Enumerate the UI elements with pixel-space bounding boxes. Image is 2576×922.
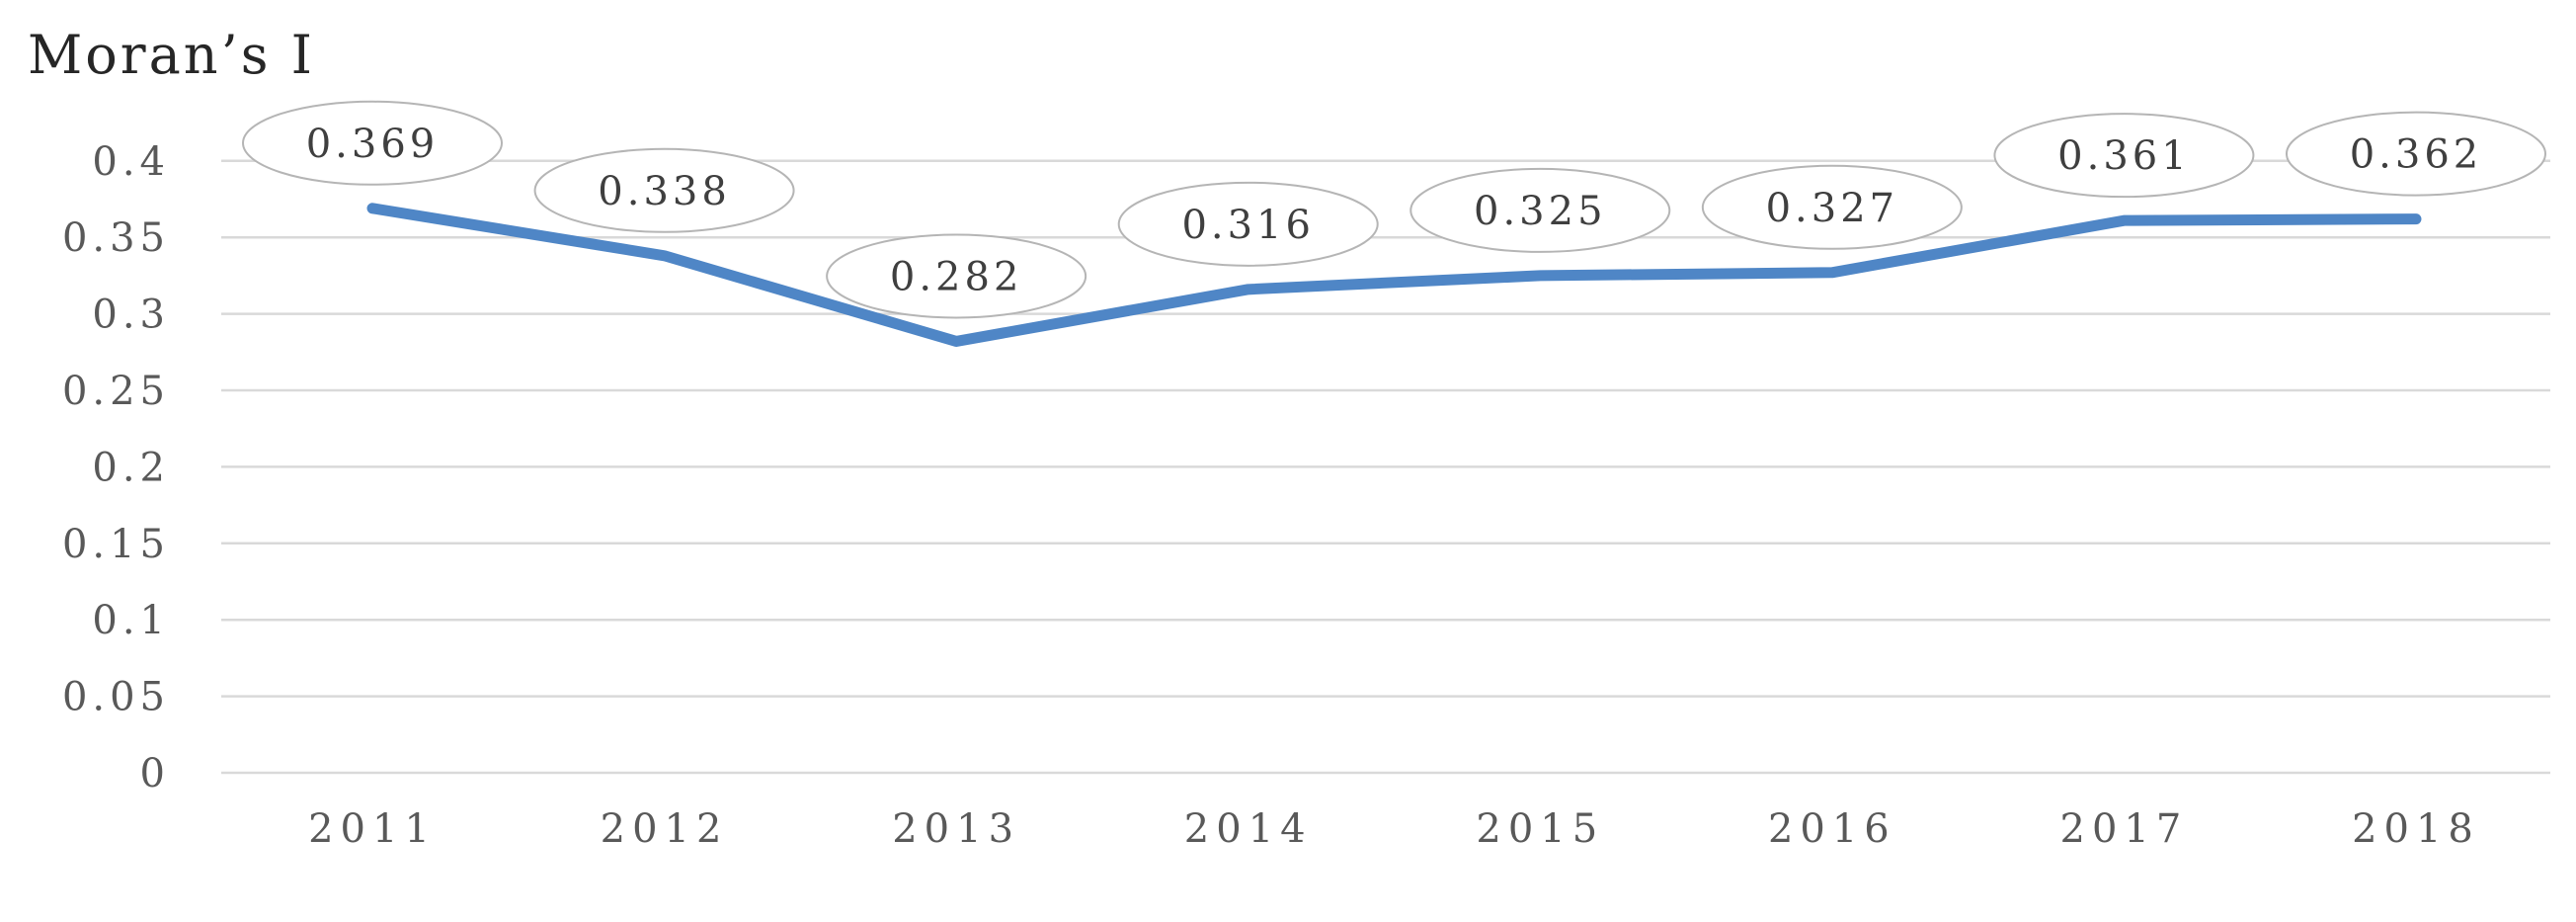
data-label-ellipse xyxy=(242,100,503,186)
data-label-text: 0.282 xyxy=(890,254,1023,299)
y-tick-label: 0.2 xyxy=(92,445,170,490)
x-tick-label: 2014 xyxy=(1184,806,1313,852)
data-label-text: 0.338 xyxy=(598,169,731,214)
data-label-text: 0.362 xyxy=(2350,132,2483,178)
series-line xyxy=(366,203,2422,347)
data-label-ellipse xyxy=(1117,181,1379,267)
y-tick-label: 0.3 xyxy=(92,293,170,338)
y-tick-label: 0 xyxy=(140,751,170,796)
x-tick-label: 2011 xyxy=(308,806,437,852)
data-label-text: 0.369 xyxy=(306,122,440,167)
data-label-ellipse xyxy=(1993,113,2255,199)
chart-title: Moran’s I xyxy=(28,24,315,86)
y-tick-label: 0.35 xyxy=(62,215,170,261)
x-tick-label: 2013 xyxy=(892,806,1020,852)
y-tick-label: 0.25 xyxy=(62,369,170,414)
x-tick-label: 2018 xyxy=(2352,806,2480,852)
data-label-ellipse xyxy=(1701,164,1963,250)
y-tick-label: 0.15 xyxy=(62,522,170,567)
x-tick-label: 2017 xyxy=(2060,806,2189,852)
x-tick-label: 2016 xyxy=(1768,806,1896,852)
data-label-text: 0.325 xyxy=(1474,189,1607,234)
data-label-text: 0.361 xyxy=(2057,133,2191,179)
data-label-text: 0.316 xyxy=(1181,203,1315,248)
data-label-ellipse xyxy=(533,147,795,233)
y-tick-label: 0.4 xyxy=(92,139,170,185)
data-label-ellipse xyxy=(2285,111,2546,197)
y-tick-label: 0.1 xyxy=(92,598,170,643)
data-label-ellipse xyxy=(826,233,1087,319)
x-tick-label: 2012 xyxy=(601,806,729,852)
data-label-text: 0.327 xyxy=(1766,186,1899,231)
data-label-ellipse xyxy=(1409,167,1671,253)
y-tick-label: 0.05 xyxy=(62,675,170,720)
x-tick-label: 2015 xyxy=(1476,806,1604,852)
